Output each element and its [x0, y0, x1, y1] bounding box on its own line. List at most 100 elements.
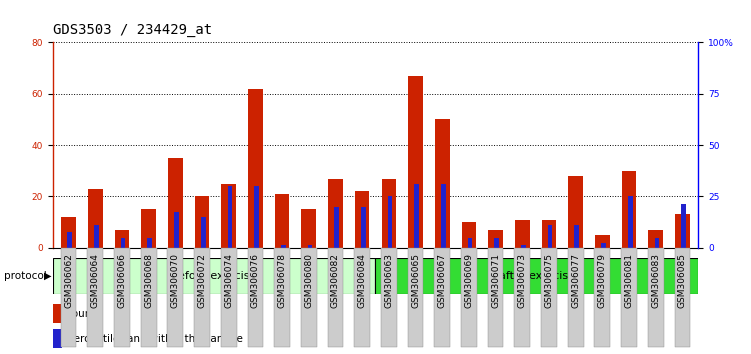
Bar — [147, 238, 152, 248]
Text: GSM306076: GSM306076 — [251, 253, 260, 308]
Text: GSM306065: GSM306065 — [411, 253, 420, 308]
Bar — [201, 217, 206, 248]
FancyBboxPatch shape — [221, 248, 237, 347]
Bar — [281, 245, 285, 248]
Bar — [382, 178, 397, 248]
Bar — [409, 76, 423, 248]
Text: GSM306078: GSM306078 — [278, 253, 287, 308]
Bar — [541, 219, 556, 248]
Bar — [248, 89, 263, 248]
FancyBboxPatch shape — [621, 248, 637, 347]
Text: GSM306083: GSM306083 — [651, 253, 660, 308]
Bar — [468, 238, 472, 248]
Bar — [228, 186, 232, 248]
FancyBboxPatch shape — [248, 248, 264, 347]
Text: GSM306079: GSM306079 — [598, 253, 607, 308]
FancyBboxPatch shape — [541, 248, 556, 347]
FancyBboxPatch shape — [595, 248, 611, 347]
Bar — [334, 207, 339, 248]
Text: GSM306062: GSM306062 — [64, 253, 73, 308]
FancyBboxPatch shape — [381, 248, 397, 347]
Text: GSM306072: GSM306072 — [198, 253, 207, 308]
Text: count: count — [67, 309, 96, 319]
Bar — [675, 215, 689, 248]
FancyBboxPatch shape — [568, 248, 584, 347]
FancyBboxPatch shape — [408, 248, 424, 347]
FancyBboxPatch shape — [195, 248, 210, 347]
FancyBboxPatch shape — [140, 248, 156, 347]
Bar — [494, 238, 499, 248]
Bar — [388, 196, 392, 248]
Bar — [361, 207, 366, 248]
Text: GSM306074: GSM306074 — [225, 253, 234, 308]
Bar — [115, 230, 129, 248]
Bar — [569, 176, 583, 248]
FancyBboxPatch shape — [301, 248, 317, 347]
Bar — [655, 238, 659, 248]
Bar — [462, 222, 476, 248]
Bar — [681, 204, 686, 248]
FancyBboxPatch shape — [648, 248, 664, 347]
Bar — [415, 184, 419, 248]
FancyBboxPatch shape — [461, 248, 477, 347]
Bar — [88, 189, 103, 248]
FancyBboxPatch shape — [274, 248, 290, 347]
Bar — [602, 243, 606, 248]
Text: GSM306081: GSM306081 — [625, 253, 634, 308]
Bar — [141, 209, 156, 248]
Text: GSM306073: GSM306073 — [517, 253, 526, 308]
Bar — [68, 232, 72, 248]
Bar — [521, 245, 526, 248]
Text: GSM306068: GSM306068 — [144, 253, 153, 308]
Text: GSM306085: GSM306085 — [678, 253, 687, 308]
Bar — [441, 184, 446, 248]
Bar — [648, 230, 663, 248]
FancyBboxPatch shape — [327, 248, 343, 347]
Bar — [595, 235, 610, 248]
FancyBboxPatch shape — [674, 248, 690, 347]
Text: GSM306075: GSM306075 — [544, 253, 553, 308]
FancyBboxPatch shape — [114, 248, 130, 347]
Bar — [622, 171, 636, 248]
Bar — [628, 196, 632, 248]
Text: protocol: protocol — [4, 271, 47, 281]
FancyBboxPatch shape — [354, 248, 370, 347]
Bar — [53, 304, 62, 323]
Bar — [94, 225, 99, 248]
Text: GSM306063: GSM306063 — [385, 253, 394, 308]
Bar — [255, 186, 259, 248]
Text: GSM306069: GSM306069 — [464, 253, 473, 308]
Bar — [222, 184, 236, 248]
Text: GSM306067: GSM306067 — [438, 253, 447, 308]
Text: after exercise: after exercise — [499, 271, 575, 281]
Text: before exercise: before exercise — [171, 271, 257, 281]
Bar — [195, 196, 210, 248]
Text: GSM306066: GSM306066 — [117, 253, 126, 308]
Bar — [53, 258, 376, 294]
Text: ▶: ▶ — [44, 271, 51, 281]
Bar — [547, 225, 553, 248]
Text: GSM306084: GSM306084 — [357, 253, 366, 308]
Text: percentile rank within the sample: percentile rank within the sample — [67, 333, 243, 344]
Text: GSM306071: GSM306071 — [491, 253, 500, 308]
Bar — [575, 225, 579, 248]
Text: GDS3503 / 234429_at: GDS3503 / 234429_at — [53, 23, 212, 37]
FancyBboxPatch shape — [167, 248, 183, 347]
Bar — [168, 158, 182, 248]
Bar — [488, 230, 503, 248]
FancyBboxPatch shape — [87, 248, 103, 347]
Text: GSM306064: GSM306064 — [91, 253, 100, 308]
Bar — [62, 217, 76, 248]
Text: GSM306070: GSM306070 — [170, 253, 179, 308]
Bar — [515, 219, 529, 248]
FancyBboxPatch shape — [61, 248, 77, 347]
Bar — [354, 191, 369, 248]
Text: GSM306077: GSM306077 — [572, 253, 581, 308]
FancyBboxPatch shape — [514, 248, 530, 347]
Bar — [301, 209, 316, 248]
Bar — [121, 238, 125, 248]
Bar — [275, 194, 289, 248]
FancyBboxPatch shape — [487, 248, 503, 347]
Bar — [435, 120, 450, 248]
Text: GSM306080: GSM306080 — [304, 253, 313, 308]
